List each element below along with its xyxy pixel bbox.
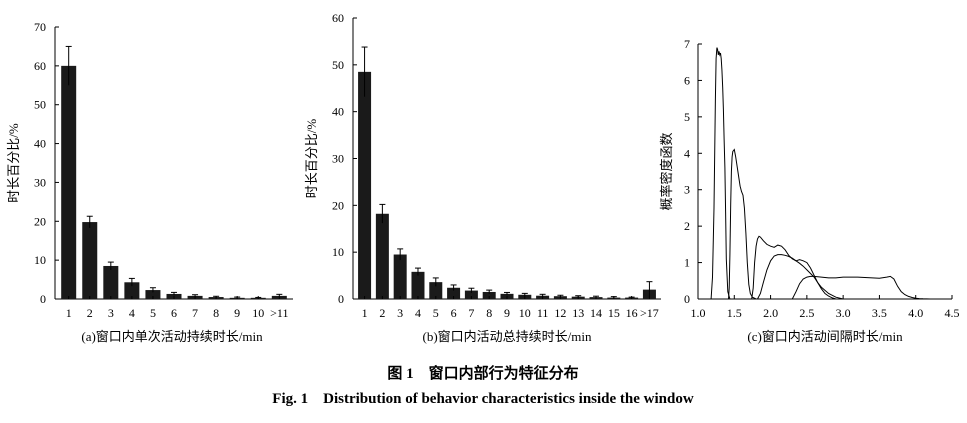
y-tick-label: 50 bbox=[34, 98, 46, 112]
figure-caption-en: Fig. 1 Distribution of behavior characte… bbox=[272, 391, 694, 407]
bar bbox=[358, 71, 372, 299]
y-tick-label: 50 bbox=[332, 58, 344, 72]
x-tick-label: 1 bbox=[362, 306, 368, 320]
x-tick-label: 1 bbox=[66, 306, 72, 320]
subplot-title: (a)窗口内单次活动持续时长/min bbox=[81, 329, 263, 344]
y-tick-label: 40 bbox=[332, 105, 344, 119]
y-tick-label: 60 bbox=[332, 11, 344, 25]
x-tick-label: 5 bbox=[150, 306, 156, 320]
x-tick-label: 12 bbox=[554, 306, 566, 320]
x-tick-label: 1.0 bbox=[691, 306, 706, 320]
x-tick-label: 9 bbox=[234, 306, 240, 320]
chart-a: 0 10 20 30 40 50 60 70 时长百分比/% (a)窗口内单次活动持续时长/min… bbox=[6, 20, 293, 344]
x-tick-label: 9 bbox=[504, 306, 510, 320]
y-tick-label: 3 bbox=[684, 183, 690, 197]
y-tick-label: 0 bbox=[338, 292, 344, 306]
x-tick-label: >17 bbox=[640, 306, 659, 320]
y-tick-label: 20 bbox=[332, 198, 344, 212]
density-curve-5 bbox=[791, 275, 931, 300]
bar bbox=[145, 290, 161, 299]
y-tick-label: 30 bbox=[34, 175, 46, 189]
x-tick-label: 3.5 bbox=[872, 306, 887, 320]
x-tick-label: 3 bbox=[108, 306, 114, 320]
bar bbox=[447, 287, 461, 299]
density-curve-1 bbox=[710, 47, 731, 300]
y-tick-label: 10 bbox=[332, 245, 344, 259]
bar bbox=[411, 271, 425, 299]
x-tick-label: 7 bbox=[192, 306, 198, 320]
x-tick-label: 14 bbox=[590, 306, 602, 320]
y-tick-label: 2 bbox=[684, 219, 690, 233]
x-tick-label: 1.5 bbox=[727, 306, 742, 320]
y-axis-label: 时长百分比/% bbox=[6, 123, 21, 203]
x-tick-label: 11 bbox=[537, 306, 549, 320]
x-tick-label: 2 bbox=[379, 306, 385, 320]
x-tick-label: 3 bbox=[397, 306, 403, 320]
x-tick-label: 10 bbox=[519, 306, 531, 320]
y-axis-label: 概率密度函数 bbox=[659, 132, 674, 210]
x-tick-label: 16 bbox=[626, 306, 638, 320]
y-tick-label: 20 bbox=[34, 214, 46, 228]
x-tick-label: 4.5 bbox=[945, 306, 960, 320]
y-tick-label: 30 bbox=[332, 152, 344, 166]
bar bbox=[82, 222, 98, 299]
y-tick-label: 0 bbox=[684, 292, 690, 306]
x-tick-label: 3.0 bbox=[836, 306, 851, 320]
x-tick-label: 2 bbox=[87, 306, 93, 320]
y-axis-label: 时长百分比/% bbox=[304, 119, 319, 199]
x-tick-label: 5 bbox=[433, 306, 439, 320]
subplot-title: (c)窗口内活动间隔时长/min bbox=[747, 329, 903, 344]
y-tick-label: 70 bbox=[34, 20, 46, 34]
subplot-title: (b)窗口内活动总持续时长/min bbox=[423, 329, 592, 344]
y-tick-label: 40 bbox=[34, 137, 46, 151]
bar bbox=[393, 254, 407, 299]
bar bbox=[375, 213, 389, 299]
bar bbox=[464, 290, 478, 299]
x-tick-label: 8 bbox=[213, 306, 219, 320]
chart-c: 0 1 2 3 4 5 6 7 概率密度函数 (c)窗口内活动间隔时长/min 1.0 1.5 2.0 2… bbox=[659, 37, 960, 344]
x-tick-label: 2.5 bbox=[799, 306, 814, 320]
x-tick-label: 2.0 bbox=[763, 306, 778, 320]
y-tick-label: 5 bbox=[684, 110, 690, 124]
x-tick-label: 15 bbox=[608, 306, 620, 320]
y-tick-label: 6 bbox=[684, 73, 690, 87]
y-tick-label: 0 bbox=[40, 292, 46, 306]
density-curve-4 bbox=[757, 254, 844, 300]
y-tick-label: 60 bbox=[34, 59, 46, 73]
y-tick-label: 4 bbox=[684, 146, 690, 160]
x-tick-label: 6 bbox=[451, 306, 457, 320]
x-tick-label: 4.0 bbox=[908, 306, 923, 320]
x-tick-label: 10 bbox=[252, 306, 264, 320]
x-tick-label: 6 bbox=[171, 306, 177, 320]
y-tick-label: 10 bbox=[34, 253, 46, 267]
figure-caption-cn: 图 1 窗口内部行为特征分布 bbox=[387, 364, 578, 382]
bar bbox=[429, 282, 443, 299]
bar bbox=[61, 65, 77, 299]
y-tick-label: 7 bbox=[684, 37, 690, 51]
x-tick-label: 7 bbox=[468, 306, 474, 320]
bar bbox=[103, 265, 119, 299]
x-tick-label: 8 bbox=[486, 306, 492, 320]
bar bbox=[124, 282, 140, 299]
x-tick-label: 4 bbox=[415, 306, 421, 320]
bar bbox=[482, 291, 496, 299]
density-curve-3 bbox=[751, 235, 837, 300]
x-tick-label: >11 bbox=[270, 306, 288, 320]
x-tick-label: 13 bbox=[572, 306, 584, 320]
y-tick-label: 1 bbox=[684, 256, 690, 270]
density-curve-2 bbox=[728, 148, 757, 300]
x-tick-label: 4 bbox=[129, 306, 135, 320]
